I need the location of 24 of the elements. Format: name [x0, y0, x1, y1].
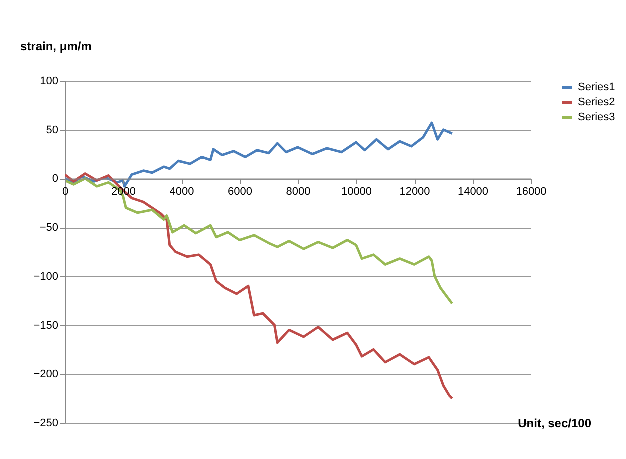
legend-label: Series2 [578, 96, 616, 108]
x-tick-label: 12000 [400, 186, 430, 198]
x-tick-label: 10000 [341, 186, 372, 198]
x-tick-label: 8000 [286, 186, 311, 198]
y-tick-label: −100 [34, 270, 58, 283]
x-tick-label: 6000 [228, 186, 252, 198]
y-tick-label: 0 [52, 173, 58, 186]
y-tick-label: −200 [34, 368, 58, 381]
y-tick-label: −150 [34, 320, 58, 332]
legend-label: Series1 [578, 82, 616, 94]
y-axis-title: strain, μm/m [20, 40, 92, 54]
legend-label: Series3 [578, 112, 616, 124]
y-tick-label: 50 [46, 124, 58, 136]
x-tick-label: 4000 [170, 186, 194, 198]
x-axis-title: Unit, sec/100 [518, 416, 592, 430]
line-series [65, 122, 454, 188]
line-series [65, 172, 454, 400]
x-tick-label: 0 [62, 186, 69, 198]
line-series [65, 177, 454, 306]
y-tick-label: 100 [40, 76, 58, 88]
x-tick-label: 16000 [516, 186, 547, 198]
x-tick-label: 14000 [458, 186, 489, 198]
y-tick-label: −50 [40, 222, 58, 234]
y-tick-label: −250 [34, 418, 58, 430]
